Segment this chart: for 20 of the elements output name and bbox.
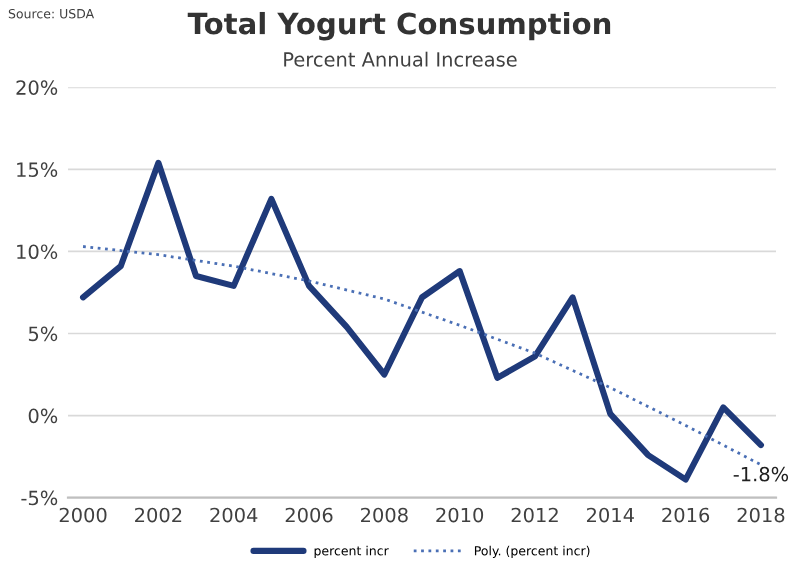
y-tick-label: 15% <box>17 162 58 178</box>
annotation: -1.8% <box>733 466 789 482</box>
y-tick-label: 20% <box>16 80 58 95</box>
x-tick-label: 2016 <box>662 507 710 523</box>
x-tick-label: 2018 <box>737 507 785 523</box>
x-tick-label: 2004 <box>210 507 258 523</box>
y-tick-label: 10% <box>17 244 58 260</box>
x-tick-label: 2002 <box>135 507 182 523</box>
chart-title: Total Yogurt Consumption <box>187 11 611 41</box>
x-tick-label: 2006 <box>285 507 333 523</box>
x-tick-label: 2010 <box>436 507 484 523</box>
x-tick-label: 2014 <box>586 507 634 523</box>
y-tick-label: 5% <box>28 326 58 342</box>
y-tick-label: 0% <box>28 408 58 424</box>
x-tick-label: 2012 <box>511 507 558 523</box>
y-tick-label: -5% <box>21 490 58 506</box>
line-series <box>81 245 763 467</box>
chart-subtitle: Percent Annual Increase <box>284 51 517 67</box>
x-tick-label: 2000 <box>59 507 107 523</box>
x-tick-label: 2008 <box>361 507 408 523</box>
